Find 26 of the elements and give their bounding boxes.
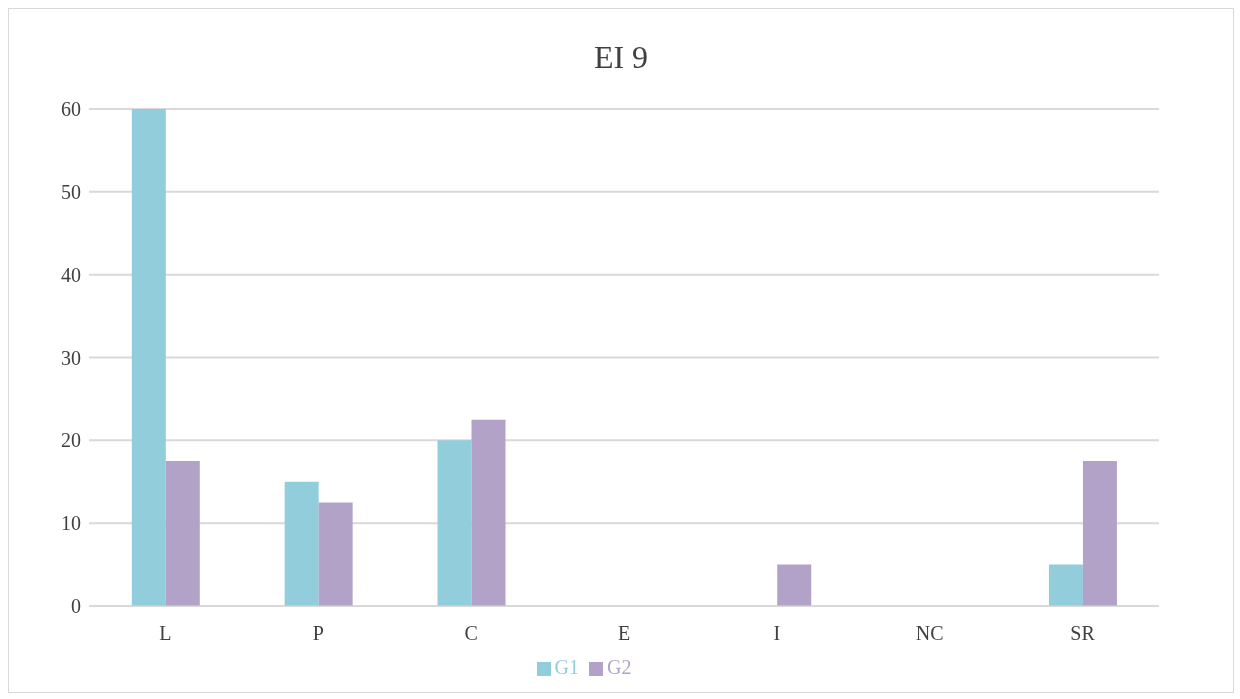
x-tick-label: C: [464, 622, 478, 645]
y-tick-label: 20: [61, 429, 81, 452]
x-tick-label: NC: [915, 622, 944, 645]
bar: [1082, 461, 1117, 606]
y-tick-label: 10: [61, 512, 81, 535]
legend-label: G2: [607, 656, 632, 678]
x-tick-label: E: [617, 622, 631, 645]
y-tick-label: 60: [61, 98, 81, 121]
y-tick-label: 50: [61, 180, 81, 203]
bar: [471, 419, 506, 606]
x-tick-label: I: [773, 622, 781, 645]
x-tick-label: SR: [1070, 622, 1096, 645]
chart-title: EI 9: [592, 38, 650, 77]
bar: [1048, 564, 1083, 606]
y-tick-label: 0: [71, 595, 81, 618]
x-tick-label: P: [312, 622, 324, 645]
y-tick-label: 30: [61, 346, 81, 369]
legend-label: G1: [554, 656, 579, 678]
bar: [165, 461, 200, 606]
bar: [777, 564, 812, 606]
bar: [318, 502, 353, 606]
y-tick-label: 40: [61, 263, 81, 286]
x-tick-label: L: [159, 622, 172, 645]
bar: [131, 109, 166, 606]
bar: [284, 481, 319, 606]
bar: [437, 440, 472, 606]
